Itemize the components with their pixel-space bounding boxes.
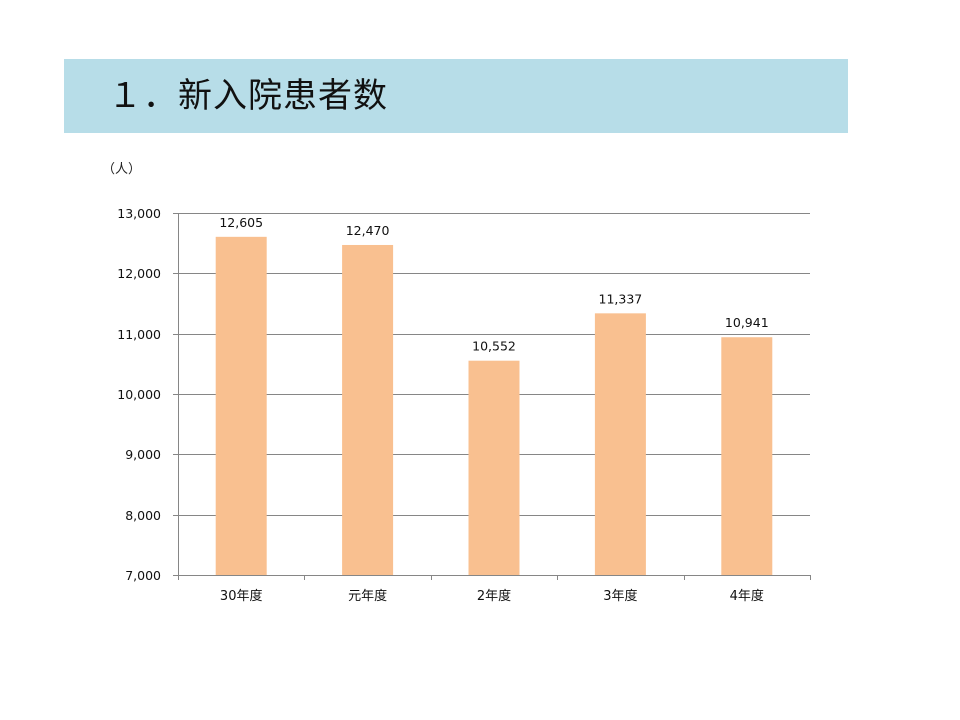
y-tick-label: 10,000 — [117, 387, 161, 402]
x-tick-label: 3年度 — [603, 588, 637, 604]
bar — [721, 337, 773, 575]
y-tick-label: 9,000 — [125, 447, 161, 462]
x-tick-label: 30年度 — [220, 588, 263, 604]
y-tick-label: 12,000 — [117, 266, 161, 281]
bar — [215, 236, 267, 575]
y-tick-label: 13,000 — [117, 206, 161, 221]
y-tick-label: 7,000 — [125, 568, 161, 583]
title-band: １．新入院患者数 — [64, 59, 848, 133]
data-label: 11,337 — [599, 291, 643, 306]
y-tick-label: 8,000 — [125, 508, 161, 523]
page-title: １．新入院患者数 — [108, 76, 388, 116]
x-tick-label: 4年度 — [730, 588, 764, 604]
data-label: 12,605 — [219, 215, 263, 230]
x-tick-label: 2年度 — [477, 588, 511, 604]
bar — [342, 244, 394, 575]
data-label: 12,470 — [346, 223, 390, 238]
data-label: 10,552 — [472, 339, 516, 354]
y-tick-label: 11,000 — [117, 327, 161, 342]
x-tick-label: 元年度 — [348, 588, 387, 604]
bar — [594, 313, 646, 575]
data-label: 10,941 — [725, 315, 769, 330]
bar — [468, 360, 520, 575]
y-axis-unit-label: （人） — [102, 162, 142, 177]
